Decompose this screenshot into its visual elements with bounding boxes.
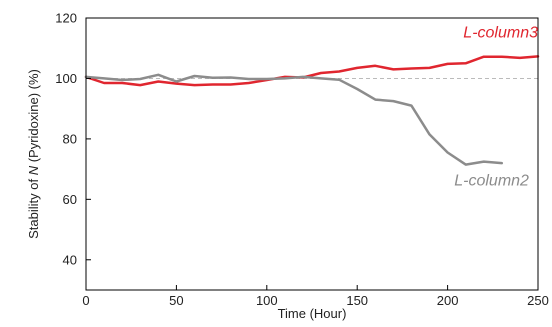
- x-tick-label: 100: [256, 293, 278, 308]
- x-tick-label: 0: [82, 293, 89, 308]
- y-ticks: 40 60 80 100 120: [55, 11, 91, 267]
- x-tick-label: 150: [346, 293, 368, 308]
- x-ticks: 0 50 100 150 200 250: [82, 285, 549, 308]
- x-tick-label: 200: [437, 293, 459, 308]
- y-tick-label: 120: [55, 11, 77, 26]
- y-axis-title-italic: N: [26, 165, 41, 175]
- axes-layer: [85, 17, 539, 291]
- plot-frame: [85, 17, 539, 291]
- y-axis-title-suffix: (Pyridoxine) (%): [26, 69, 41, 166]
- series-line-l-column2: [84, 73, 504, 166]
- x-axis-title: Time (Hour): [278, 306, 347, 321]
- y-tick-label: 80: [63, 131, 77, 146]
- series-label-l-column3: L-column3: [463, 25, 538, 42]
- y-axis-title-prefix: Stability of: [26, 175, 41, 239]
- y-tick-label: 100: [55, 71, 77, 86]
- series-layer: [84, 55, 540, 166]
- series-line-l-column3: [84, 55, 540, 87]
- x-tick-label: 250: [527, 293, 549, 308]
- series-label-l-column2: L-column2: [454, 173, 529, 190]
- series-labels: L-column3 L-column2: [454, 25, 538, 190]
- y-tick-label: 40: [63, 252, 77, 267]
- y-axis-title: Stability of N (Pyridoxine) (%): [26, 69, 41, 239]
- y-tick-label: 60: [63, 192, 77, 207]
- x-tick-label: 50: [169, 293, 183, 308]
